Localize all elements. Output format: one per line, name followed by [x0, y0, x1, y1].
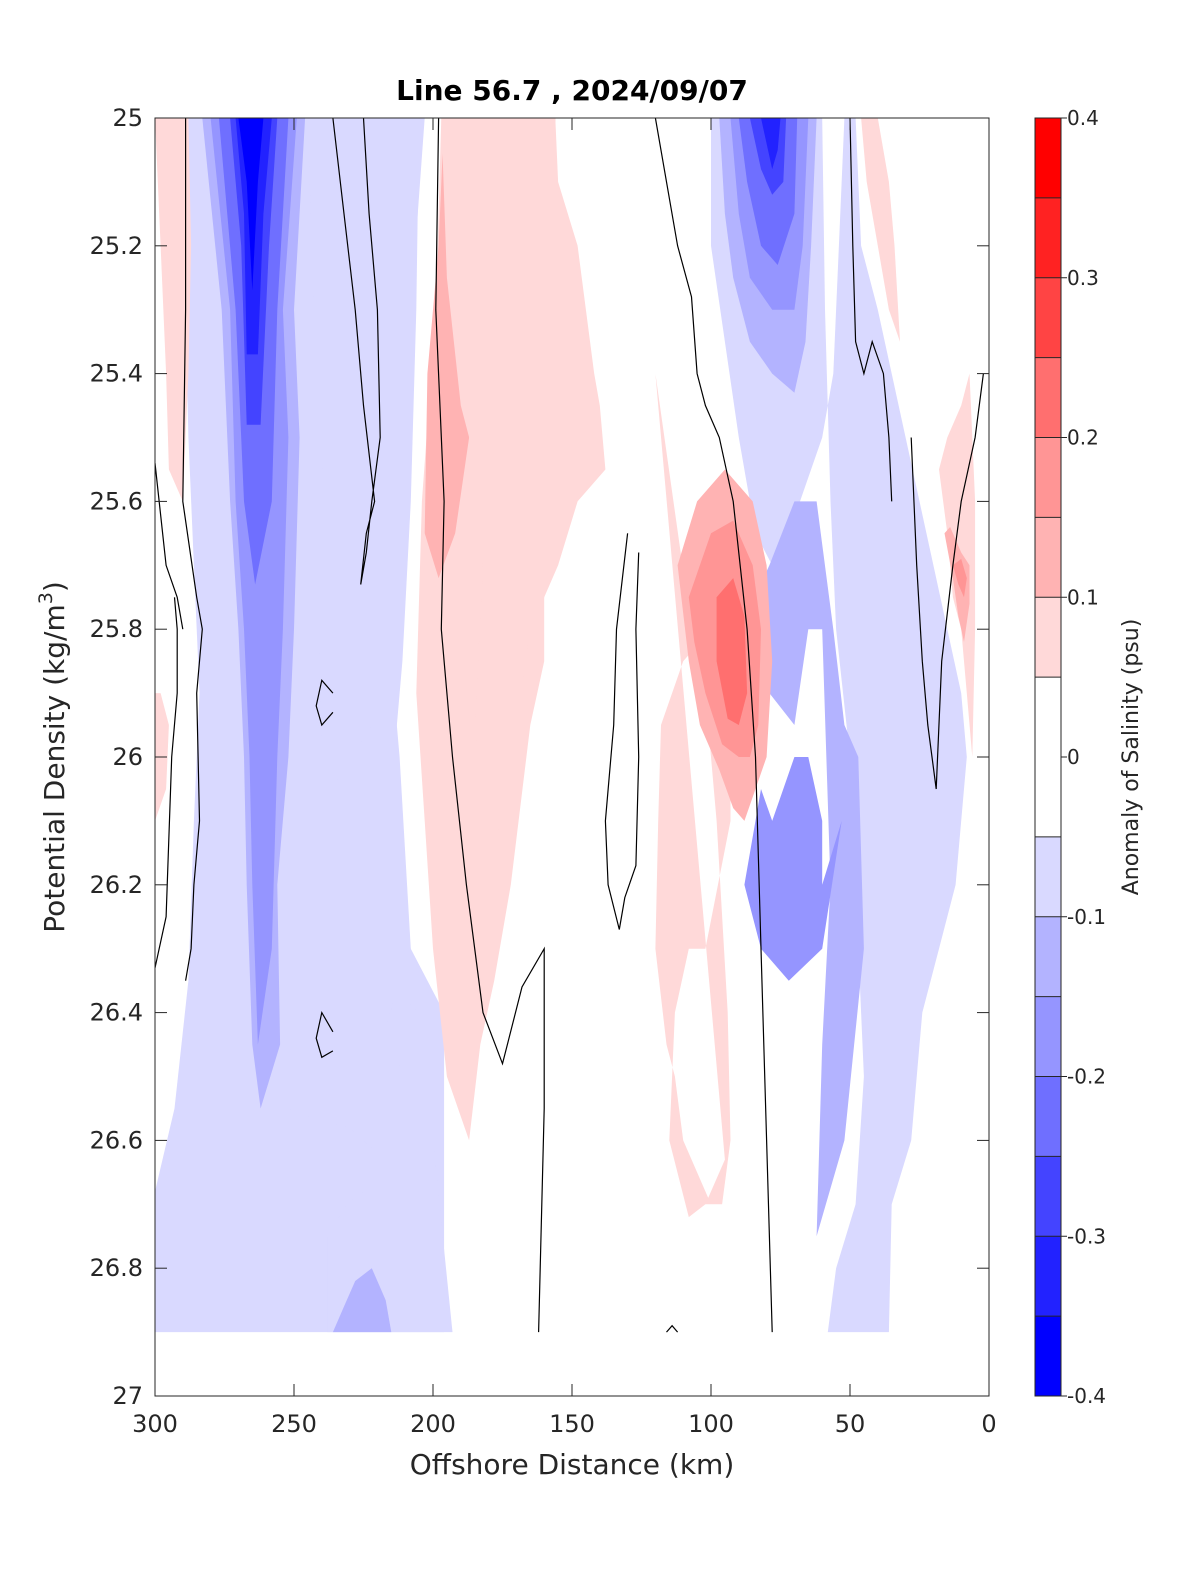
colorbar-swatch — [1035, 357, 1061, 438]
y-axis-ticks: 25 25.2 25.4 25.6 25.8 26 26.2 26.4 26.6 26.8 27 — [90, 104, 989, 1410]
colorbar-tick-label: -0.4 — [1067, 1384, 1106, 1408]
colorbar-swatch — [1035, 1076, 1061, 1157]
zero-contour-2 — [155, 597, 178, 969]
colorbar-swatch — [1035, 197, 1061, 278]
colorbar-tick-label: 0 — [1067, 745, 1080, 769]
contour-region-28 — [861, 118, 900, 342]
zero-contour-lines — [155, 118, 984, 1333]
x-tick-label: 250 — [271, 1410, 317, 1438]
colorbar-swatch — [1035, 1316, 1061, 1396]
colorbar-swatch — [1035, 118, 1061, 198]
contour-region-7 — [238, 118, 264, 291]
y-tick-label: 25.4 — [90, 360, 143, 388]
contour-region-24 — [655, 373, 731, 1218]
colorbar-swatches — [1035, 118, 1061, 1396]
zero-contour-0 — [182, 118, 203, 981]
y-tick-label: 25.8 — [90, 615, 143, 643]
y-axis-label-main: Potential Density (kg/m — [38, 604, 71, 933]
zero-contour-9 — [654, 118, 773, 1333]
colorbar-swatch — [1035, 277, 1061, 358]
contour-region-16 — [761, 118, 781, 170]
colorbar-label: Anomaly of Salinity (psu) — [1119, 619, 1144, 896]
colorbar-tick-label: 0.1 — [1067, 585, 1099, 609]
zero-contour-5 — [315, 1010, 334, 1059]
colorbar-swatch — [1035, 677, 1061, 837]
colorbar-swatch — [1035, 996, 1061, 1077]
x-tick-label: 100 — [688, 1410, 734, 1438]
colorbar-tick-label: 0.3 — [1067, 266, 1099, 290]
y-axis-label: Potential Density (kg/m3) — [35, 581, 71, 933]
x-tick-label: 300 — [132, 1410, 178, 1438]
colorbar-ticks: -0.4 -0.3 -0.2 -0.1 0 0.1 0.2 0.3 0.4 — [1035, 106, 1106, 1408]
colorbar-tick-label: -0.3 — [1067, 1224, 1106, 1248]
y-tick-label: 25.2 — [90, 232, 143, 260]
chart-title: Line 56.7 , 2024/09/07 — [396, 74, 748, 107]
plot-area: 300 250 200 150 100 50 0 2525.225.425.625.8262… — [90, 104, 997, 1438]
contour-region-11 — [711, 118, 967, 1333]
x-axis-label: Offshore Distance (km) — [410, 1448, 735, 1481]
colorbar-swatch — [1035, 916, 1061, 997]
contour-region-8 — [307, 118, 420, 789]
colorbar-tick-label: -0.1 — [1067, 905, 1106, 929]
colorbar-swatch — [1035, 597, 1061, 678]
zero-contour-1 — [155, 463, 184, 630]
colorbar: -0.4 -0.3 -0.2 -0.1 0 0.1 0.2 0.3 0.4 — [1034, 106, 1106, 1408]
colorbar-swatch — [1035, 517, 1061, 598]
colorbar-swatch — [1035, 1156, 1061, 1237]
y-tick-label: 26 — [112, 743, 143, 771]
x-axis-ticks: 300 250 200 150 100 50 0 — [132, 118, 997, 1438]
contour-region-10 — [332, 1268, 461, 1333]
zero-contour-10 — [849, 118, 893, 502]
contour-region-30 — [944, 527, 970, 642]
x-tick-label: 200 — [410, 1410, 456, 1438]
colorbar-tick-label: -0.2 — [1067, 1065, 1106, 1089]
x-tick-label: 50 — [835, 1410, 866, 1438]
x-tick-label: 150 — [549, 1410, 595, 1438]
colorbar-tick-label: 0.4 — [1067, 106, 1099, 130]
colorbar-tick-label: 0.2 — [1067, 426, 1099, 450]
zero-contour-7 — [604, 533, 640, 930]
y-tick-label: 26.6 — [90, 1126, 143, 1154]
colorbar-swatch — [1035, 437, 1061, 518]
y-tick-label: 26.2 — [90, 871, 143, 899]
contour-region-18 — [744, 757, 842, 981]
contour-region-31 — [952, 558, 967, 598]
contour-region-20 — [155, 118, 192, 502]
y-axis-label-tail: ) — [38, 581, 71, 592]
contour-fills — [155, 118, 976, 1333]
y-tick-label: 25.6 — [90, 487, 143, 515]
zero-contour-6 — [435, 118, 545, 1333]
contour-region-23 — [441, 118, 606, 853]
contour-region-9 — [374, 999, 420, 1141]
y-tick-label: 25 — [112, 104, 143, 132]
y-tick-label: 26.4 — [90, 999, 143, 1027]
zero-contour-3 — [332, 118, 381, 585]
zero-contour-11 — [910, 373, 984, 790]
x-tick-label: 0 — [981, 1410, 996, 1438]
zero-contour-8 — [666, 1324, 679, 1333]
colorbar-swatch — [1035, 836, 1061, 917]
colorbar-swatch — [1035, 1236, 1061, 1317]
y-tick-label: 26.8 — [90, 1254, 143, 1282]
contour-region-27 — [716, 578, 748, 725]
y-axis-label-superscript: 3 — [35, 592, 57, 604]
y-tick-label: 27 — [112, 1382, 143, 1410]
zero-contour-4 — [315, 679, 334, 727]
